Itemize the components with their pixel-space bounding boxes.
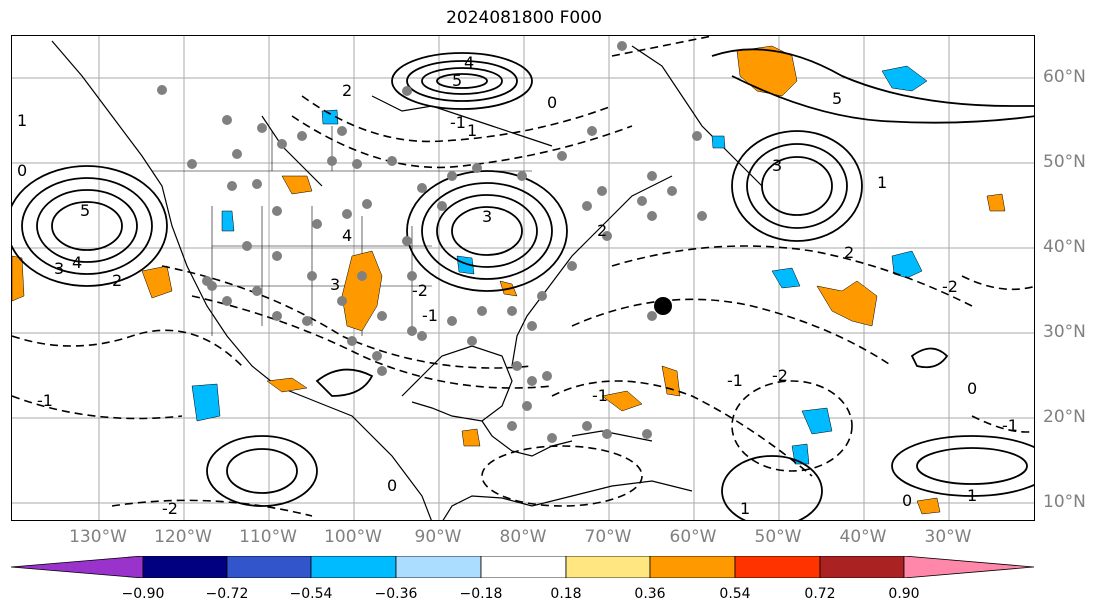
contour-label: -1	[422, 306, 438, 325]
lat-label: 10°N	[1043, 492, 1086, 512]
colorbar-cell	[395, 556, 482, 578]
colorbar-cell	[226, 556, 312, 578]
contour-label: 5	[832, 89, 842, 108]
lon-label: 130°W	[69, 527, 127, 547]
lon-label: 60°W	[669, 527, 717, 547]
map-title: 2024081800 F000	[446, 8, 602, 28]
colorbar-cell	[734, 556, 821, 578]
map-panel[interactable]: 5 4 3 2 1 0 -1 -2 5 4 3 2 0 -1 -2 4 3 2 …	[11, 35, 1035, 521]
contour-label: 1	[467, 121, 477, 140]
lon-label: 120°W	[154, 527, 212, 547]
colorbar-tick: −0.54	[289, 586, 333, 602]
contour-label: -2	[412, 281, 428, 300]
colorbar-tick: 0.18	[550, 586, 582, 602]
lon-label: 50°W	[754, 527, 802, 547]
contour-label: 2	[597, 221, 607, 240]
contour-label: 5	[452, 71, 462, 90]
colorbar-tick: 0.36	[634, 586, 666, 602]
lon-label: 110°W	[239, 527, 297, 547]
lon-label: 90°W	[414, 527, 462, 547]
colorbar-cell	[142, 556, 228, 578]
contour-label: 1	[17, 111, 27, 130]
lon-label: 70°W	[584, 527, 632, 547]
lat-label: 60°N	[1043, 67, 1086, 87]
contour-label: 1	[967, 486, 977, 505]
colorbar-tick: 0.90	[888, 586, 920, 602]
colorbar-cell	[480, 556, 567, 578]
storm-marker	[654, 297, 672, 315]
contour-label: 0	[967, 379, 977, 398]
lon-label: 30°W	[924, 527, 972, 547]
positive-contours	[12, 48, 1034, 520]
contour-label: 5	[80, 201, 90, 220]
contour-label: 0	[387, 476, 397, 495]
contour-label: -2	[772, 366, 788, 385]
contour-label: 2	[342, 81, 352, 100]
contour-label: 3	[482, 207, 492, 226]
colorbar	[11, 556, 1035, 578]
contour-label: 4	[464, 53, 474, 72]
colorbar-cell	[565, 556, 651, 578]
contour-label: -1	[727, 371, 743, 390]
lon-label: 40°W	[839, 527, 887, 547]
contour-label: 1	[877, 173, 887, 192]
lon-label: 100°W	[324, 527, 382, 547]
coastlines	[51, 40, 763, 520]
colorbar-tick: −0.18	[459, 586, 503, 602]
contour-label: -1	[592, 386, 608, 405]
contour-label: -1	[1002, 416, 1018, 435]
lat-label: 40°N	[1043, 237, 1086, 257]
colorbar-tick: 0.54	[719, 586, 751, 602]
contour-label: 3	[772, 156, 782, 175]
colorbar-cell	[310, 556, 397, 578]
map-canvas: 5 4 3 2 1 0 -1 -2 5 4 3 2 0 -1 -2 4 3 2 …	[12, 36, 1034, 520]
contour-label: 0	[547, 93, 557, 112]
lon-label: 80°W	[499, 527, 547, 547]
contour-label: 0	[902, 491, 912, 510]
contour-label: 3	[54, 259, 64, 278]
colorbar-tick: −0.90	[121, 586, 165, 602]
colorbar-tick: −0.36	[374, 586, 418, 602]
graticule	[12, 36, 1034, 520]
contour-label: 2	[112, 271, 122, 290]
positive-anomaly-patches	[12, 45, 1006, 515]
contour-label: 2	[844, 243, 854, 262]
colorbar-cell	[819, 556, 905, 578]
contour-label: -1	[450, 113, 466, 132]
contour-label: -2	[162, 499, 178, 518]
colorbar-cell	[649, 556, 736, 578]
contour-label: 4	[342, 226, 352, 245]
negative-contours	[12, 36, 1034, 517]
colorbar-tick: 0.72	[804, 586, 836, 602]
lat-label: 50°N	[1043, 152, 1086, 172]
lat-label: 30°N	[1043, 322, 1086, 342]
contour-label: 0	[17, 161, 27, 180]
colorbar-cell	[11, 556, 144, 578]
contour-label: 4	[72, 253, 82, 272]
contour-label: 3	[330, 275, 340, 294]
lat-label: 20°N	[1043, 407, 1086, 427]
negative-anomaly-patches	[191, 65, 928, 465]
contour-label: -2	[942, 277, 958, 296]
colorbar-cell	[903, 556, 1035, 578]
contour-label: 1	[740, 499, 750, 518]
contour-label: -1	[37, 391, 53, 410]
contour-label-group: 5 4 3 2 1 0 -1 -2 5 4 3 2 0 -1 -2 4 3 2 …	[17, 53, 1018, 518]
station-markers	[157, 41, 707, 443]
colorbar-tick: −0.72	[205, 586, 249, 602]
